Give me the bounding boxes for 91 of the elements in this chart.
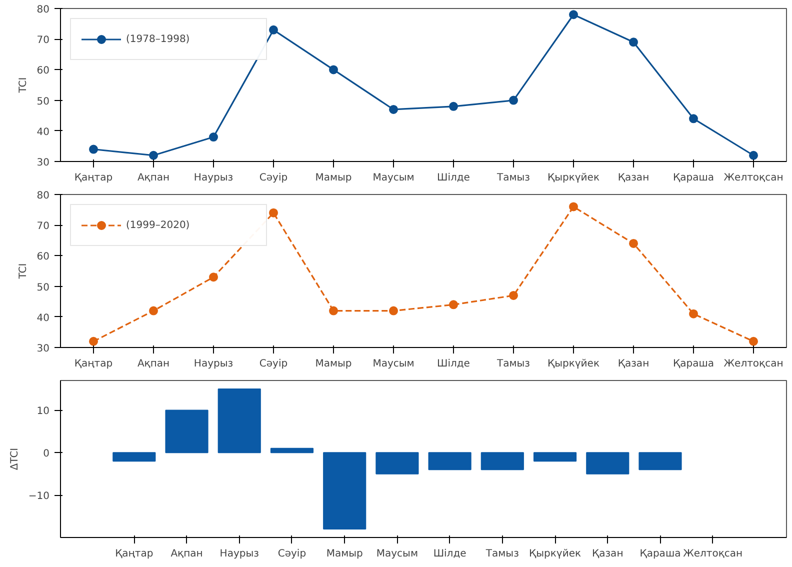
y-tick-label: 50 [36, 96, 50, 108]
x-tick-label: Қазан [618, 358, 650, 370]
point [449, 300, 458, 310]
bar [480, 452, 524, 470]
x-tick-label: Маусым [376, 548, 418, 560]
y-tick-label: 10 [36, 406, 50, 418]
y-tick-label: 70 [36, 221, 50, 232]
y-tick-label: 50 [36, 282, 50, 294]
x-tick-label: Ақпан [137, 172, 170, 184]
y-axis-title: TCI [18, 77, 29, 94]
bar [428, 452, 472, 470]
bar [218, 388, 261, 454]
y-tick-label: 60 [36, 66, 50, 77]
y-tick-label: 30 [36, 344, 50, 354]
point [329, 306, 338, 316]
x-tick-label: Маусым [372, 172, 414, 184]
x-tick-label: Сәуір [259, 172, 288, 184]
point [269, 208, 278, 218]
x-tick-label: Қараша [673, 172, 714, 184]
point [509, 96, 518, 105]
point [89, 144, 98, 154]
x-tick-label: Қаңтар [74, 172, 113, 184]
x-tick-label: Шілде [437, 358, 470, 370]
y-tick-label: 70 [36, 35, 50, 46]
point [389, 306, 398, 316]
y-tick-label: 30 [36, 158, 50, 168]
point [389, 104, 398, 114]
point [149, 150, 158, 160]
bar [323, 452, 366, 530]
bar [270, 448, 314, 454]
x-tick-label: Сәуір [278, 548, 306, 560]
y-tick-label: 80 [36, 4, 50, 16]
bar [638, 452, 682, 470]
point [449, 102, 458, 111]
point [749, 336, 758, 346]
x-tick-label: Мамыр [315, 358, 352, 370]
x-tick-label: Қыркүйек [529, 548, 582, 560]
point [569, 10, 578, 20]
x-tick-label: Қараша [640, 548, 681, 560]
x-tick-label: Ақпан [137, 358, 170, 370]
x-tick-label: Сәуір [259, 358, 288, 370]
y-axis-title: ΔTCI [9, 448, 20, 470]
x-tick-label: Тамыз [484, 548, 519, 560]
x-tick-label: Наурыз [194, 172, 234, 184]
point [149, 306, 158, 316]
legend-label: (1999–2020) [126, 220, 191, 230]
x-tick-label: Ақпан [170, 548, 203, 560]
point [269, 25, 278, 34]
point [689, 114, 698, 124]
legend-label: (1978–1998) [126, 34, 191, 44]
x-tick-label: Наурыз [220, 548, 259, 560]
point [629, 238, 638, 248]
x-tick-label: Қазан [592, 548, 624, 560]
y-tick-label: 40 [36, 126, 50, 138]
x-tick-label: Қыркүйек [548, 172, 600, 184]
y-tick-label: 40 [36, 312, 50, 324]
y-tick-label: 80 [36, 190, 50, 202]
bar [112, 452, 156, 462]
y-tick-label: −10 [28, 491, 50, 502]
x-tick-label: Мамыр [326, 548, 363, 560]
point [329, 65, 338, 74]
bar [376, 452, 419, 474]
point [569, 202, 578, 212]
point [209, 132, 218, 142]
point [509, 290, 518, 300]
bar [165, 410, 208, 454]
x-tick-label: Қыркүйек [548, 358, 600, 370]
x-tick-label: Шілде [437, 172, 470, 184]
x-tick-label: Шілде [433, 548, 466, 560]
point [89, 336, 98, 346]
bar [533, 452, 577, 462]
y-tick-label: 60 [36, 252, 50, 263]
x-tick-label: Тамыз [496, 172, 530, 184]
x-tick-label: Желтоқсан [683, 548, 743, 560]
point [689, 309, 698, 318]
y-tick-label: 0 [43, 448, 50, 460]
x-tick-label: Мамыр [315, 172, 352, 184]
x-tick-label: Қаңтар [115, 548, 154, 560]
point [209, 272, 218, 282]
x-tick-label: Наурыз [194, 358, 234, 370]
bar [586, 452, 630, 474]
x-tick-label: Қаңтар [74, 358, 113, 370]
point [749, 150, 758, 160]
x-tick-label: Тамыз [496, 358, 530, 370]
point [629, 38, 638, 47]
x-tick-label: Қараша [673, 358, 714, 370]
x-tick-label: Желтоқсан [724, 358, 784, 370]
x-tick-label: Маусым [372, 358, 414, 370]
y-axis-title: TCI [18, 263, 29, 280]
x-tick-label: Қазан [618, 172, 650, 184]
x-tick-label: Желтоқсан [724, 172, 784, 184]
